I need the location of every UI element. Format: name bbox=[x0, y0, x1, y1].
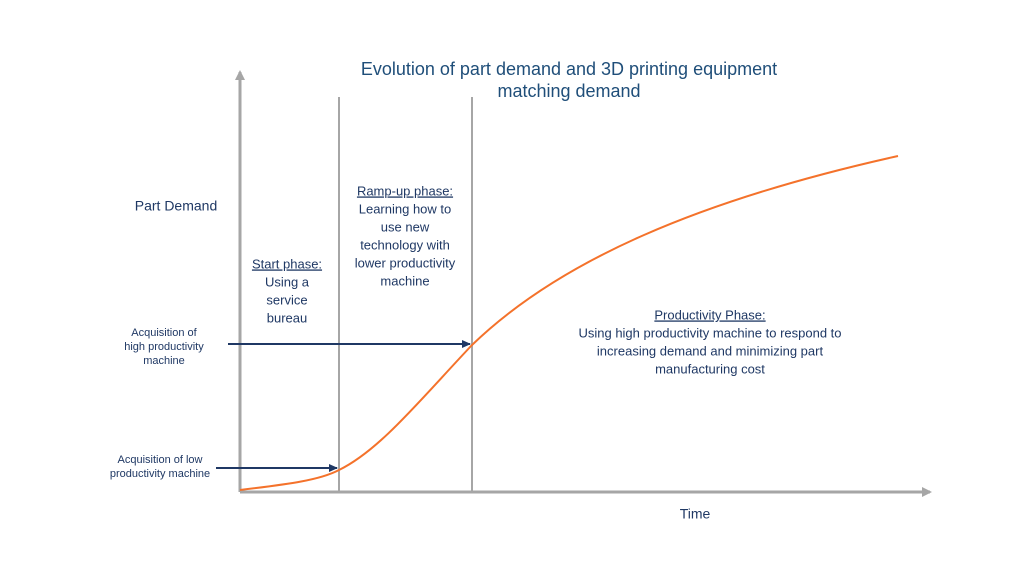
phase-text: Using high productivity machine to respo… bbox=[578, 325, 841, 340]
phase-text: manufacturing cost bbox=[655, 361, 765, 376]
annotation: high productivity bbox=[124, 341, 204, 353]
phase-text: technology with bbox=[360, 237, 450, 252]
annotation: Acquisition of low bbox=[118, 454, 203, 466]
phase-heading: Ramp-up phase: bbox=[357, 183, 453, 198]
phase-text: use new bbox=[381, 219, 430, 234]
annotation: Acquisition of bbox=[131, 327, 197, 339]
phase-text: machine bbox=[380, 273, 429, 288]
phase-text: bureau bbox=[267, 310, 307, 325]
phase-text: increasing demand and minimizing part bbox=[597, 343, 824, 358]
y-axis-label: Part Demand bbox=[135, 198, 217, 214]
phase-text: service bbox=[266, 292, 307, 307]
title-line: Evolution of part demand and 3D printing… bbox=[361, 59, 777, 79]
annotation: machine bbox=[143, 355, 185, 367]
phase-heading: Start phase: bbox=[252, 256, 322, 271]
annotation: productivity machine bbox=[110, 468, 210, 480]
demand-curve bbox=[239, 155, 899, 491]
x-axis-label: Time bbox=[680, 506, 711, 522]
phase-heading: Productivity Phase: bbox=[654, 307, 765, 322]
phase-text: Learning how to bbox=[359, 201, 452, 216]
phase-text: Using a bbox=[265, 274, 310, 289]
phase-text: lower productivity bbox=[355, 255, 456, 270]
title-line: matching demand bbox=[497, 81, 640, 101]
